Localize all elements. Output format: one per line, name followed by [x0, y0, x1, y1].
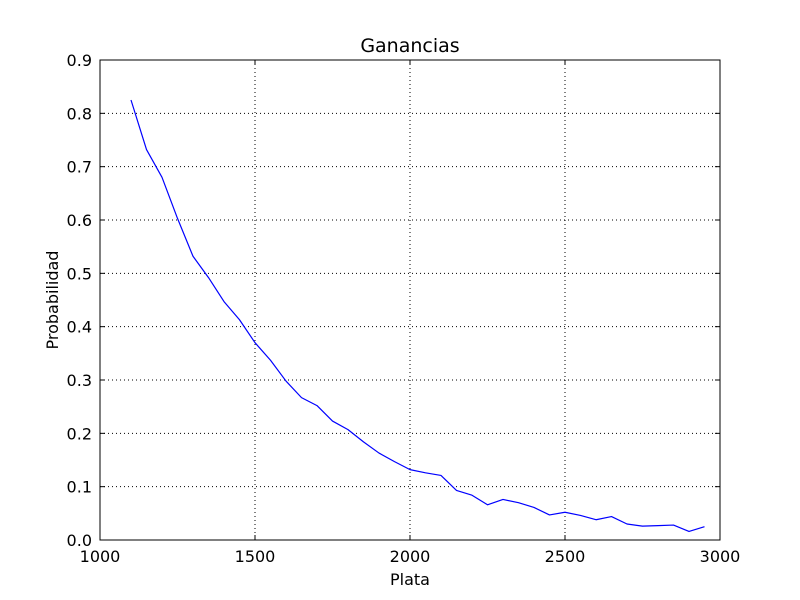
y-tick-label: 0.7 [67, 158, 92, 177]
grid-layer [100, 60, 720, 540]
y-axis-title: Probabilidad [43, 251, 62, 350]
y-tick-label: 0.8 [67, 104, 92, 123]
x-tick-label: 1000 [80, 547, 121, 566]
y-tick-label: 0.9 [67, 51, 92, 70]
y-tick-label: 0.1 [67, 478, 92, 497]
series-layer [130, 99, 705, 533]
series-line [130, 99, 705, 533]
y-tick-label: 0.3 [67, 371, 92, 390]
x-tick-label: 1500 [235, 547, 276, 566]
y-tick-label: 0.5 [67, 264, 92, 283]
y-tick-label: 0.6 [67, 211, 92, 230]
y-tick-label: 0.4 [67, 318, 92, 337]
y-tick-label: 0.2 [67, 424, 92, 443]
x-tick-label: 3000 [700, 547, 741, 566]
x-tick-label: 2000 [390, 547, 431, 566]
ticks-layer: 1000 1500 2000 2500 3000 0.0 0.1 0.2 0.3 0.4 0.5 0.… [67, 51, 741, 566]
x-axis-title: Plata [390, 570, 430, 589]
y-tick-label: 0.0 [67, 531, 92, 550]
x-tick-label: 2500 [545, 547, 586, 566]
chart-title: Ganancias [360, 35, 459, 57]
